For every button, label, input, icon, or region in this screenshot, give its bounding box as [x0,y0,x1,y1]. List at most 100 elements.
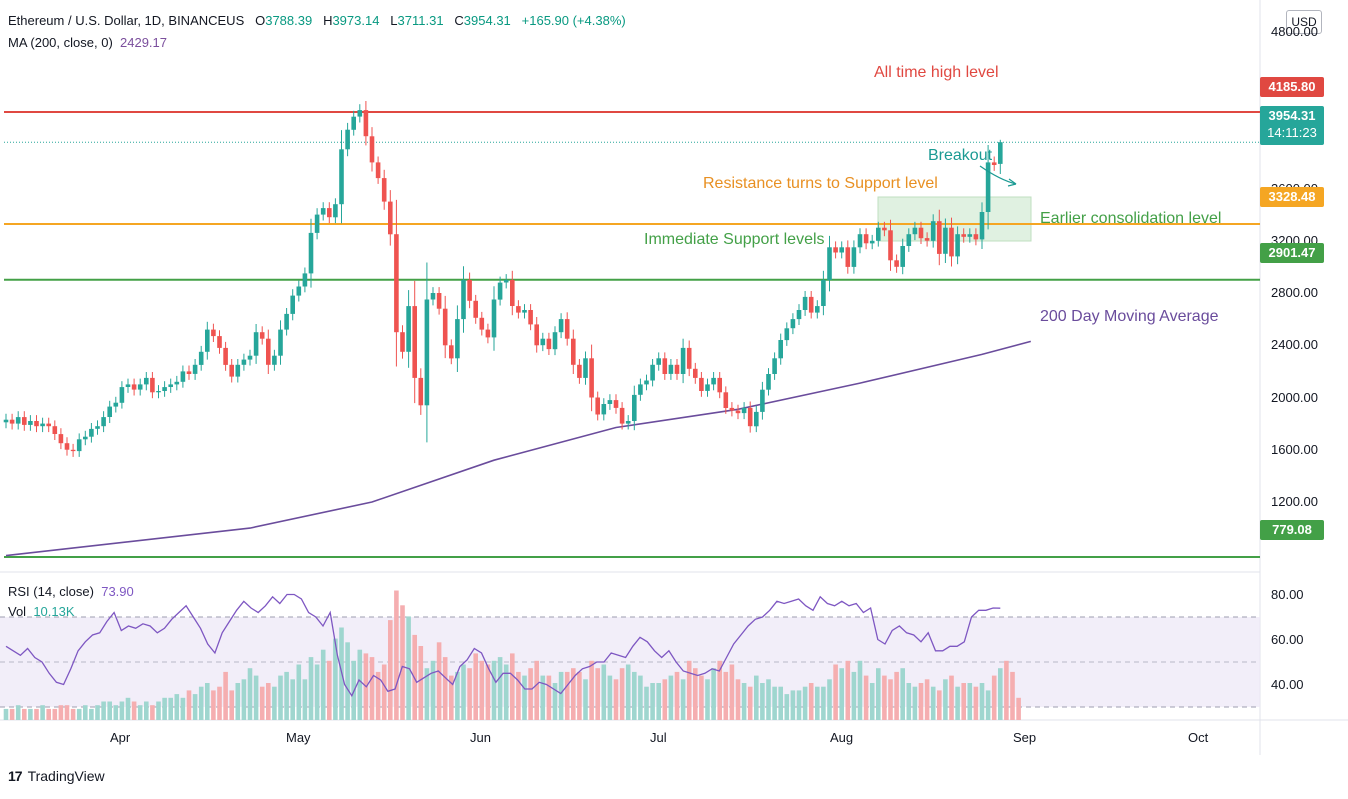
candle-body[interactable] [296,286,302,296]
candle-body[interactable] [491,299,497,338]
candle-body[interactable] [302,273,308,287]
candle-body[interactable] [192,364,198,374]
candle-body[interactable] [607,400,613,404]
candle-body[interactable] [894,260,899,267]
candle-body[interactable] [259,332,265,339]
candle-body[interactable] [381,178,387,202]
candle-body[interactable] [9,419,15,424]
candle-body[interactable] [503,279,509,283]
candle-body[interactable] [619,407,625,424]
candle-body[interactable] [577,364,582,378]
candle-body[interactable] [388,201,393,235]
candle-body[interactable] [70,449,76,452]
candle-body[interactable] [3,419,9,423]
candle-body[interactable] [357,110,363,117]
candle-body[interactable] [430,293,436,300]
candle-body[interactable] [186,371,192,374]
candle-body[interactable] [351,116,356,130]
candle-body[interactable] [741,407,747,414]
currency-button[interactable]: USD [1286,10,1322,34]
candle-body[interactable] [747,407,753,427]
candle-body[interactable] [735,410,741,414]
candle-body[interactable] [613,400,619,408]
candle-body[interactable] [28,421,33,425]
candle-body[interactable] [333,204,338,218]
candle-body[interactable] [107,406,112,417]
candle-body[interactable] [345,129,350,150]
candle-body[interactable] [162,387,167,391]
candle-body[interactable] [796,310,802,320]
candle-body[interactable] [699,377,704,391]
candle-body[interactable] [22,417,27,425]
candle-body[interactable] [693,368,698,378]
candle-body[interactable] [284,313,289,330]
candle-body[interactable] [436,293,442,309]
candle-body[interactable] [943,227,948,254]
candle-body[interactable] [247,355,253,360]
candle-body[interactable] [949,227,954,257]
candle-body[interactable] [558,319,564,333]
candle-body[interactable] [821,279,826,306]
candle-body[interactable] [174,381,180,385]
candle-body[interactable] [510,279,515,306]
candle-body[interactable] [729,407,735,411]
candle-body[interactable] [644,380,649,385]
candle-body[interactable] [876,227,881,241]
candle-body[interactable] [717,377,722,393]
candle-body[interactable] [180,371,186,382]
candle-body[interactable] [888,230,893,261]
candle-body[interactable] [955,234,960,257]
candle-body[interactable] [327,208,332,218]
candle-body[interactable] [918,227,924,239]
candle-body[interactable] [998,142,1003,164]
candle-body[interactable] [833,247,838,253]
candle-body[interactable] [827,247,832,280]
volume-legend[interactable]: Vol 10.13K [8,604,75,619]
candle-body[interactable] [595,397,600,415]
candle-body[interactable] [424,299,430,406]
candle-body[interactable] [863,234,869,244]
candle-body[interactable] [632,394,637,421]
candle-body[interactable] [101,417,106,427]
candle-body[interactable] [961,234,966,237]
candle-body[interactable] [406,306,411,352]
candle-body[interactable] [930,221,936,241]
candle-body[interactable] [144,377,149,385]
candle-body[interactable] [150,377,155,393]
candle-body[interactable] [272,355,277,365]
candle-body[interactable] [89,428,94,437]
candle-body[interactable] [418,377,424,406]
candle-body[interactable] [64,443,70,450]
candle-body[interactable] [308,232,314,274]
candle-body[interactable] [266,338,271,365]
candle-body[interactable] [497,282,503,300]
candle-body[interactable] [973,234,979,240]
candle-body[interactable] [40,423,45,427]
candle-body[interactable] [198,351,204,365]
candle-body[interactable] [34,421,39,427]
candle-body[interactable] [967,234,973,237]
candle-body[interactable] [76,439,82,452]
candle-body[interactable] [400,332,405,352]
candle-body[interactable] [882,227,887,231]
candle-body[interactable] [906,234,912,246]
candle-body[interactable] [119,387,125,403]
candle-body[interactable] [449,345,454,359]
candle-body[interactable] [979,212,985,240]
candle-body[interactable] [375,162,381,179]
candle-body[interactable] [253,332,259,356]
candle-body[interactable] [168,384,173,387]
candle-body[interactable] [760,389,765,412]
candle-body[interactable] [522,310,527,313]
candle-body[interactable] [784,328,790,341]
candle-body[interactable] [369,136,375,163]
candle-body[interactable] [705,384,710,391]
candle-body[interactable] [363,110,369,137]
candle-body[interactable] [845,247,851,267]
ma-legend[interactable]: MA (200, close, 0) 2429.17 [8,35,167,50]
candle-body[interactable] [58,434,64,444]
candle-body[interactable] [686,347,692,369]
candle-body[interactable] [83,436,88,440]
candle-body[interactable] [662,358,668,374]
